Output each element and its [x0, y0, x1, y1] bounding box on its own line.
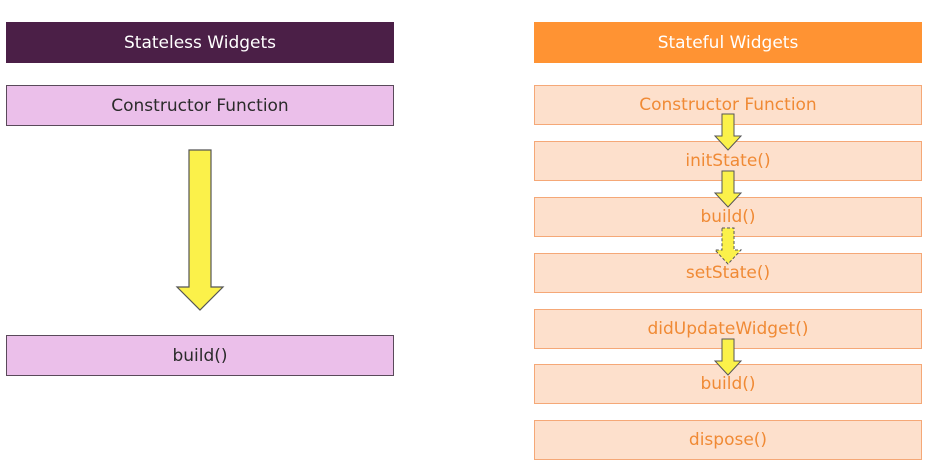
stateless-widgets-header: Stateless Widgets — [6, 22, 394, 63]
build-to-setstate-dashed-arrow — [713, 227, 743, 265]
didupdatewidget-to-build-arrow — [713, 338, 743, 376]
stateful-widgets-header: Stateful Widgets — [534, 22, 922, 63]
stateless-build-box: build() — [6, 335, 394, 376]
stateless-flow-arrow — [175, 149, 225, 311]
setstate-box: setState() — [534, 253, 922, 293]
dispose-box: dispose() — [534, 420, 922, 460]
constructor-to-initstate-arrow — [713, 113, 743, 151]
initstate-to-build-arrow — [713, 170, 743, 208]
didupdatewidget-box: didUpdateWidget() — [534, 309, 922, 349]
stateless-constructor-box: Constructor Function — [6, 85, 394, 126]
